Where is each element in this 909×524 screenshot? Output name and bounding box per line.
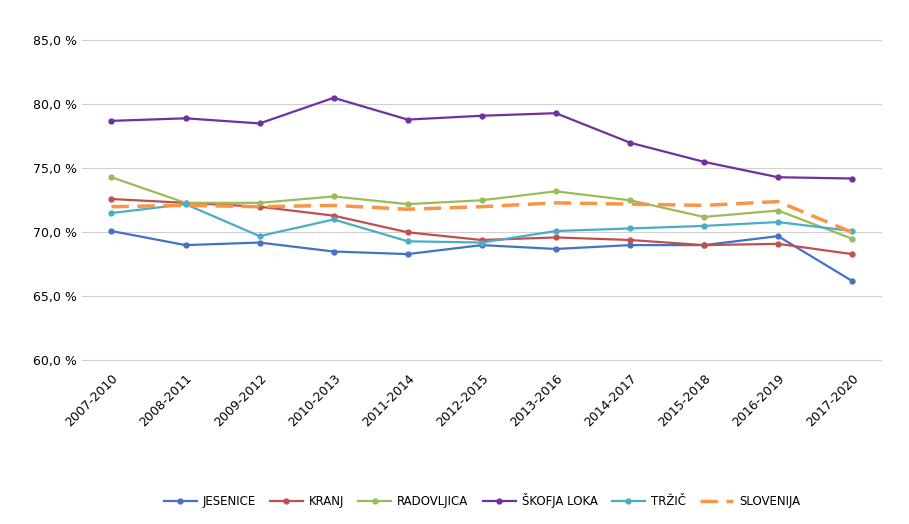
ŠKOFJA LOKA [550, 110, 561, 116]
RADOVLJICA [624, 197, 635, 203]
SLOVENIJA [846, 229, 857, 235]
SLOVENIJA [106, 203, 117, 210]
ŠKOFJA LOKA [846, 176, 857, 182]
KRANJ [403, 229, 414, 235]
SLOVENIJA [476, 203, 487, 210]
KRANJ [846, 251, 857, 257]
JESENICE [698, 242, 709, 248]
KRANJ [550, 234, 561, 241]
TRŽIČ [106, 210, 117, 216]
KRANJ [773, 241, 784, 247]
ŠKOFJA LOKA [773, 174, 784, 180]
TRŽIČ [846, 228, 857, 234]
JESENICE [476, 242, 487, 248]
RADOVLJICA [106, 174, 117, 180]
Line: ŠKOFJA LOKA: ŠKOFJA LOKA [109, 95, 854, 181]
JESENICE [624, 242, 635, 248]
KRANJ [624, 237, 635, 243]
KRANJ [255, 203, 265, 210]
JESENICE [773, 233, 784, 239]
Line: RADOVLJICA: RADOVLJICA [109, 175, 854, 241]
RADOVLJICA [550, 188, 561, 194]
ŠKOFJA LOKA [255, 121, 265, 127]
Line: SLOVENIJA: SLOVENIJA [112, 202, 852, 232]
RADOVLJICA [180, 200, 191, 206]
SLOVENIJA [328, 202, 339, 209]
JESENICE [846, 278, 857, 284]
SLOVENIJA [255, 203, 265, 210]
JESENICE [106, 228, 117, 234]
JESENICE [255, 239, 265, 246]
Line: JESENICE: JESENICE [109, 228, 854, 283]
ŠKOFJA LOKA [328, 95, 339, 101]
TRŽIČ [255, 233, 265, 239]
TRŽIČ [550, 228, 561, 234]
RADOVLJICA [846, 236, 857, 242]
RADOVLJICA [698, 214, 709, 220]
RADOVLJICA [403, 201, 414, 208]
TRŽIČ [624, 225, 635, 232]
ŠKOFJA LOKA [180, 115, 191, 122]
TRŽIČ [476, 239, 487, 246]
KRANJ [106, 196, 117, 202]
JESENICE [328, 248, 339, 255]
TRŽIČ [328, 216, 339, 223]
KRANJ [476, 237, 487, 243]
SLOVENIJA [773, 199, 784, 205]
SLOVENIJA [180, 202, 191, 209]
TRŽIČ [773, 219, 784, 225]
ŠKOFJA LOKA [476, 113, 487, 119]
ŠKOFJA LOKA [106, 118, 117, 124]
Line: KRANJ: KRANJ [109, 196, 854, 257]
TRŽIČ [180, 201, 191, 208]
JESENICE [550, 246, 561, 252]
ŠKOFJA LOKA [403, 116, 414, 123]
SLOVENIJA [624, 201, 635, 208]
Legend: JESENICE, KRANJ, RADOVLJICA, ŠKOFJA LOKA, TRŽIČ, SLOVENIJA: JESENICE, KRANJ, RADOVLJICA, ŠKOFJA LOKA… [159, 488, 804, 513]
TRŽIČ [698, 223, 709, 229]
RADOVLJICA [773, 208, 784, 214]
RADOVLJICA [328, 193, 339, 200]
KRANJ [698, 242, 709, 248]
SLOVENIJA [403, 206, 414, 212]
ŠKOFJA LOKA [624, 139, 635, 146]
RADOVLJICA [476, 197, 487, 203]
KRANJ [180, 200, 191, 206]
TRŽIČ [403, 238, 414, 244]
JESENICE [403, 251, 414, 257]
ŠKOFJA LOKA [698, 159, 709, 165]
KRANJ [328, 213, 339, 219]
JESENICE [180, 242, 191, 248]
SLOVENIJA [698, 202, 709, 209]
RADOVLJICA [255, 200, 265, 206]
SLOVENIJA [550, 200, 561, 206]
Line: TRŽIČ: TRŽIČ [109, 202, 854, 245]
